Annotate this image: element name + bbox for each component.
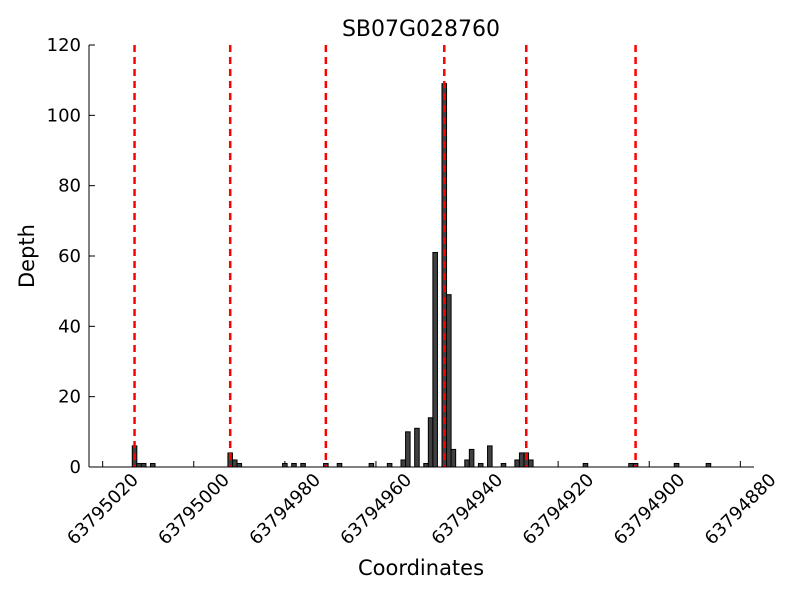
bar bbox=[300, 462, 306, 468]
bar bbox=[282, 462, 288, 468]
bar bbox=[236, 462, 243, 468]
bar bbox=[386, 462, 393, 468]
chart-title: SB07G028760 bbox=[342, 17, 500, 42]
y-tick-label: 20 bbox=[58, 387, 81, 408]
y-tick-label: 60 bbox=[58, 246, 81, 267]
bar bbox=[291, 462, 297, 468]
x-axis-label: Coordinates bbox=[358, 556, 484, 580]
bar bbox=[414, 427, 420, 468]
bar bbox=[140, 462, 147, 468]
bar bbox=[231, 459, 238, 468]
bar bbox=[468, 448, 475, 468]
y-tick-label: 100 bbox=[47, 105, 81, 126]
bar bbox=[400, 459, 407, 468]
bar bbox=[136, 462, 142, 468]
y-tick-label: 40 bbox=[58, 316, 81, 337]
y-tick-label: 80 bbox=[58, 176, 81, 197]
bar bbox=[368, 462, 375, 468]
bar bbox=[673, 462, 680, 468]
bar bbox=[582, 462, 589, 468]
bar bbox=[405, 431, 411, 468]
bar bbox=[477, 462, 484, 468]
y-tick-label: 0 bbox=[70, 457, 81, 478]
bar bbox=[705, 462, 712, 468]
bar bbox=[446, 294, 452, 468]
bar bbox=[518, 452, 525, 468]
bar bbox=[464, 459, 470, 468]
bar bbox=[514, 459, 520, 468]
y-axis-label: Depth bbox=[15, 224, 39, 288]
bar bbox=[487, 445, 493, 468]
y-tick-label: 120 bbox=[47, 35, 81, 56]
bar bbox=[450, 448, 457, 468]
bar bbox=[149, 462, 156, 468]
bar bbox=[500, 462, 507, 468]
bar bbox=[423, 462, 429, 468]
bar bbox=[336, 462, 343, 468]
bar bbox=[528, 459, 534, 468]
bar bbox=[427, 417, 434, 468]
bar bbox=[628, 462, 634, 468]
bar bbox=[432, 251, 438, 468]
